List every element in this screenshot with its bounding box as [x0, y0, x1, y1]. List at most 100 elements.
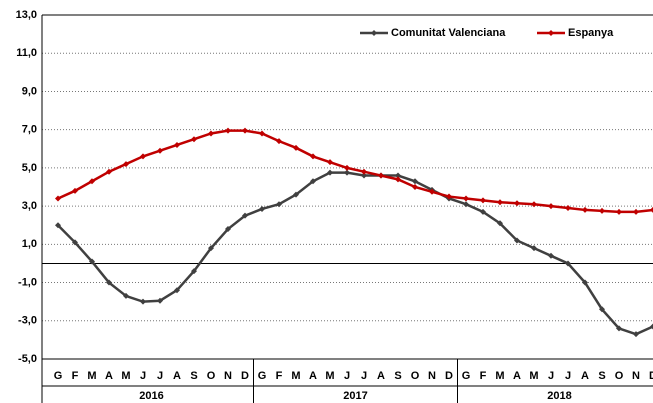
point-marker [89, 258, 95, 265]
point-marker [514, 200, 520, 207]
year-label: 2017 [343, 390, 367, 402]
point-marker [72, 187, 78, 194]
x-tick-label: G [54, 370, 63, 382]
year-label: 2016 [139, 390, 163, 402]
y-tick-label: 13,0 [16, 9, 37, 21]
y-tick-label: -3,0 [18, 315, 37, 327]
x-tick-label: F [276, 370, 283, 382]
point-marker [174, 141, 180, 148]
point-marker [123, 292, 129, 299]
point-marker [446, 193, 452, 200]
x-tick-label: O [411, 370, 420, 382]
point-marker [412, 178, 418, 185]
x-tick-label: J [548, 370, 554, 382]
point-marker [633, 208, 639, 215]
point-marker [616, 325, 622, 332]
point-marker [55, 195, 61, 202]
point-marker [650, 323, 653, 330]
point-marker [123, 161, 129, 168]
point-marker [327, 159, 333, 166]
point-marker [89, 178, 95, 185]
point-marker [548, 203, 554, 210]
legend-label: Espanya [568, 27, 614, 39]
point-marker [259, 205, 265, 212]
x-tick-label: F [72, 370, 79, 382]
point-marker [191, 268, 197, 275]
point-marker [497, 220, 503, 227]
point-marker [463, 195, 469, 202]
x-tick-label: M [121, 370, 130, 382]
point-marker [344, 169, 350, 176]
x-tick-label: A [173, 370, 181, 382]
point-marker [531, 201, 537, 208]
point-marker [106, 279, 112, 286]
point-marker [157, 297, 163, 304]
x-tick-label: J [140, 370, 146, 382]
y-tick-label: 11,0 [16, 47, 37, 59]
point-marker [565, 260, 571, 267]
point-marker [599, 306, 605, 313]
point-marker [242, 127, 248, 134]
point-marker [412, 184, 418, 190]
point-marker [650, 206, 653, 213]
point-marker [293, 191, 299, 198]
point-marker [276, 138, 282, 145]
x-tick-label: M [325, 370, 334, 382]
year-label: 2018 [547, 390, 571, 402]
point-marker [599, 207, 605, 214]
x-tick-label: S [394, 370, 401, 382]
x-tick-label: A [309, 370, 317, 382]
x-tick-label: A [377, 370, 385, 382]
x-tick-label: D [649, 370, 653, 382]
x-tick-label: A [513, 370, 521, 382]
x-tick-label: D [241, 370, 249, 382]
point-marker [157, 147, 163, 154]
point-marker [497, 199, 503, 206]
point-marker [480, 208, 486, 215]
legend-marker [371, 30, 377, 36]
y-tick-label: 3,0 [22, 200, 37, 212]
x-tick-label: F [480, 370, 487, 382]
point-marker [310, 153, 316, 160]
point-marker [531, 245, 537, 252]
point-marker [327, 169, 333, 176]
series-line [57, 171, 653, 336]
x-tick-label: M [529, 370, 538, 382]
point-marker [344, 164, 350, 171]
point-marker [582, 279, 588, 286]
point-marker [208, 130, 214, 137]
point-marker [395, 172, 401, 179]
point-marker [106, 168, 112, 175]
point-marker [310, 178, 316, 185]
x-tick-label: J [157, 370, 163, 382]
x-tick-label: J [565, 370, 571, 382]
point-marker [463, 201, 469, 208]
x-tick-label: M [291, 370, 300, 382]
point-marker [633, 331, 639, 338]
x-tick-label: G [462, 370, 471, 382]
x-tick-label: S [598, 370, 605, 382]
point-marker [293, 144, 299, 151]
x-tick-label: M [87, 370, 96, 382]
point-marker [140, 153, 146, 160]
legend-label: Comunitat Valenciana [391, 27, 506, 39]
point-marker [208, 245, 214, 252]
x-tick-label: N [632, 370, 640, 382]
x-tick-label: N [428, 370, 436, 382]
x-tick-label: A [105, 370, 113, 382]
x-tick-label: O [207, 370, 216, 382]
point-marker [140, 298, 146, 305]
x-tick-label: A [581, 370, 589, 382]
point-marker [276, 201, 282, 208]
x-tick-label: N [224, 370, 232, 382]
legend-marker [548, 30, 554, 36]
point-marker [361, 172, 367, 179]
point-marker [55, 222, 61, 229]
point-marker [174, 287, 180, 294]
point-marker [429, 188, 435, 195]
point-marker [72, 239, 78, 246]
point-marker [565, 205, 571, 212]
y-tick-label: 9,0 [22, 85, 37, 97]
point-marker [378, 172, 384, 179]
